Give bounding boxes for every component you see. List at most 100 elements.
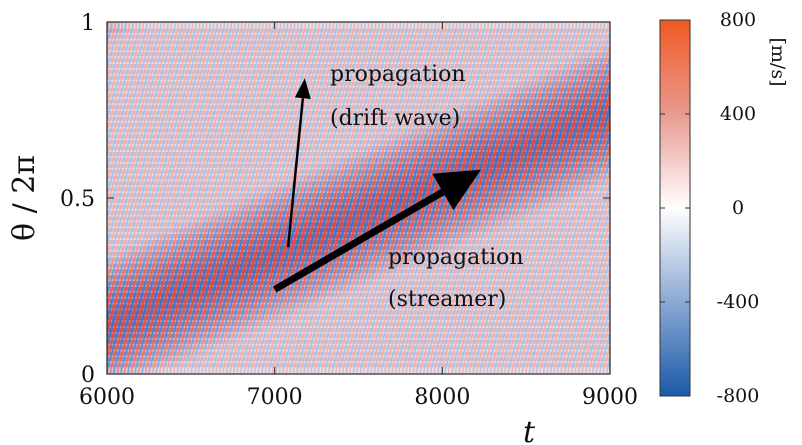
heatmap-stripe <box>126 58 131 74</box>
heatmap-stripe <box>176 58 180 74</box>
heatmap-stripe <box>78 58 82 74</box>
heatmap-stripe <box>60 158 64 174</box>
heatmap-stripe <box>117 204 122 221</box>
heatmap-stripe <box>126 222 131 239</box>
heatmap-stripe <box>195 228 200 244</box>
heatmap-stripe <box>78 93 82 109</box>
heatmap-stripe <box>143 87 148 104</box>
heatmap-stripe <box>82 41 86 57</box>
heatmap-stripe <box>67 158 71 174</box>
heatmap-stripe <box>118 187 123 203</box>
heatmap-stripe <box>162 58 166 74</box>
heatmap-stripe <box>85 170 89 186</box>
heatmap-stripe <box>90 316 94 332</box>
heatmap-stripe <box>190 157 195 174</box>
heatmap-stripe <box>208 116 213 133</box>
heatmap-stripe <box>46 334 50 350</box>
heatmap-stripe <box>97 41 101 57</box>
heatmap-stripe <box>71 269 75 285</box>
heatmap-stripe <box>166 357 171 374</box>
heatmap-stripe <box>115 99 120 115</box>
heatmap-stripe <box>142 28 146 45</box>
heatmap-stripe <box>152 40 157 57</box>
heatmap-stripe <box>233 128 238 145</box>
heatmap-stripe <box>42 287 46 303</box>
heatmap-stripe <box>233 28 238 45</box>
heatmap-stripe <box>129 22 134 39</box>
heatmap-stripe <box>235 110 240 127</box>
heatmap-stripe <box>165 46 170 63</box>
heatmap-stripe <box>189 210 194 227</box>
heatmap-stripe <box>91 134 95 150</box>
heatmap-stripe <box>123 257 128 274</box>
heatmap-stripe <box>1 357 5 373</box>
heatmap-stripe <box>140 363 144 374</box>
heatmap-stripe <box>129 34 134 51</box>
heatmap-stripe <box>85 93 89 109</box>
heatmap-stripe <box>163 52 168 68</box>
heatmap-stripe <box>18 346 22 362</box>
heatmap-stripe <box>184 116 189 133</box>
heatmap-stripe <box>206 87 211 104</box>
heatmap-stripe <box>243 69 248 86</box>
heatmap-stripe <box>196 175 200 192</box>
heatmap-stripe <box>256 46 261 63</box>
heatmap-stripe <box>32 322 36 338</box>
heatmap-stripe <box>167 351 172 368</box>
heatmap-stripe <box>93 293 97 309</box>
heatmap-stripe <box>100 240 104 256</box>
heatmap-stripe <box>107 128 111 145</box>
heatmap-stripe <box>68 105 72 121</box>
heatmap-stripe <box>111 251 116 268</box>
heatmap-stripe <box>92 146 96 162</box>
heatmap-stripe <box>52 176 56 192</box>
heatmap-stripe <box>95 310 99 326</box>
heatmap-stripe <box>72 64 76 80</box>
heatmap-stripe <box>176 345 181 362</box>
heatmap-stripe <box>107 257 111 274</box>
heatmap-stripe <box>139 240 144 256</box>
heatmap-stripe <box>120 181 125 198</box>
heatmap-stripe <box>195 216 199 233</box>
heatmap-stripe <box>123 234 128 250</box>
heatmap-stripe <box>83 264 87 280</box>
heatmap-stripe <box>202 228 207 244</box>
heatmap-stripe <box>138 93 142 110</box>
heatmap-stripe <box>131 204 136 221</box>
heatmap-stripe <box>37 340 41 356</box>
heatmap-stripe <box>179 58 184 74</box>
heatmap-stripe <box>20 352 24 368</box>
heatmap-stripe <box>58 217 62 233</box>
heatmap-stripe <box>74 222 78 238</box>
heatmap-stripe <box>158 46 163 63</box>
heatmap-stripe <box>208 204 213 221</box>
heatmap-stripe <box>214 58 219 74</box>
heatmap-stripe <box>80 111 84 127</box>
heatmap-stripe <box>150 87 155 104</box>
heatmap-stripe <box>73 352 77 368</box>
heatmap-stripe <box>12 316 16 332</box>
heatmap-stripe <box>76 152 80 168</box>
heatmap-stripe <box>65 328 69 344</box>
heatmap-stripe <box>73 88 77 104</box>
heatmap-stripe <box>211 69 216 86</box>
heatmap-stripe <box>120 81 125 98</box>
heatmap-stripe <box>246 81 251 98</box>
heatmap-stripe <box>32 258 36 274</box>
heatmap-stripe <box>77 46 81 62</box>
heatmap-stripe <box>118 163 123 180</box>
heatmap-stripe <box>56 222 60 238</box>
heatmap-stripe <box>205 22 209 33</box>
heatmap-stripe <box>81 299 85 315</box>
heatmap-stripe <box>131 216 136 233</box>
heatmap-stripe <box>139 263 144 280</box>
heatmap-stripe <box>97 217 101 233</box>
heatmap-stripe <box>93 228 97 244</box>
heatmap-stripe <box>107 40 111 57</box>
heatmap-stripe <box>193 122 198 139</box>
heatmap-stripe <box>141 93 146 110</box>
heatmap-stripe <box>160 152 165 168</box>
heatmap-stripe <box>50 205 54 221</box>
heatmap-stripe <box>191 140 196 156</box>
heatmap-stripe <box>79 305 83 321</box>
